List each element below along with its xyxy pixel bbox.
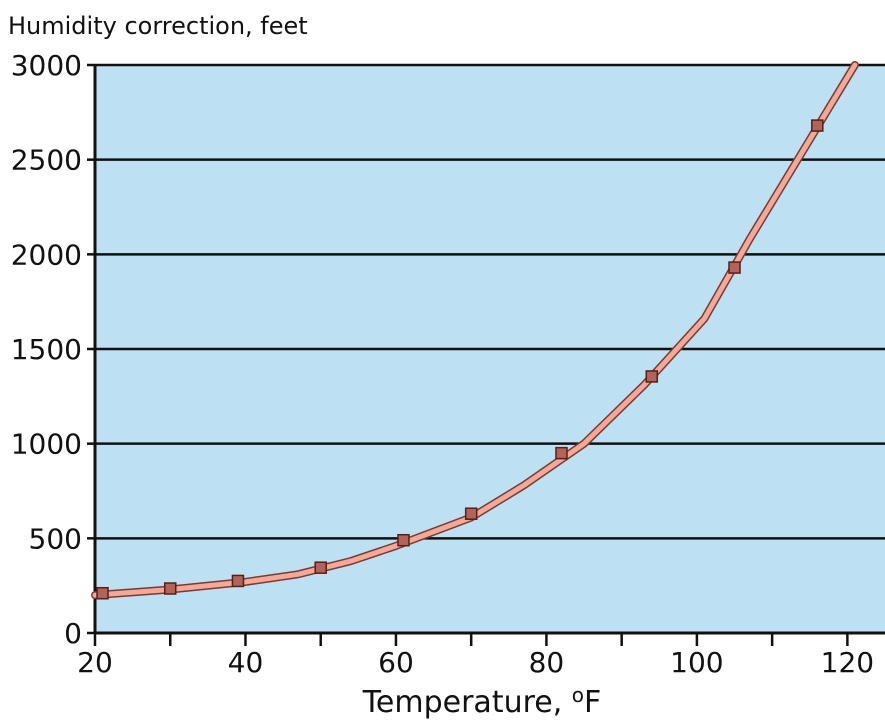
y-tick-label-3000: 3000 xyxy=(11,49,82,82)
data-point-4 xyxy=(397,533,410,547)
y-tick-label-0: 0 xyxy=(64,617,82,650)
y-axis-title: Humidity correction, feet xyxy=(8,12,308,40)
tick-marks xyxy=(87,63,849,646)
data-point-1 xyxy=(163,582,177,595)
x-tick-label-20: 20 xyxy=(77,646,113,679)
data-point-2 xyxy=(231,574,245,588)
x-tick-label-100: 100 xyxy=(670,646,723,679)
data-point-0 xyxy=(96,586,109,600)
gridlines xyxy=(95,63,885,540)
x-axis-title-unit: F xyxy=(584,685,601,720)
data-point-6 xyxy=(555,446,568,460)
data-point-3 xyxy=(314,561,327,574)
y-tick-label-2000: 2000 xyxy=(11,238,82,271)
y-tick-labels: 0 500 1000 1500 2000 2500 3000 xyxy=(11,49,82,650)
series-markers xyxy=(96,119,824,600)
x-axis-title: Temperature, oF xyxy=(362,683,602,720)
x-axis-title-degree: o xyxy=(572,683,584,707)
y-tick-label-1500: 1500 xyxy=(11,333,82,366)
y-tick-label-1000: 1000 xyxy=(11,428,82,461)
x-tick-labels: 20 40 60 80 100 120 xyxy=(77,646,874,679)
y-tick-label-2500: 2500 xyxy=(11,144,82,177)
x-axis-title-main: Temperature, xyxy=(362,685,572,720)
data-point-7 xyxy=(645,370,659,383)
x-tick-label-80: 80 xyxy=(529,646,565,679)
data-point-8 xyxy=(728,261,741,274)
x-tick-label-60: 60 xyxy=(378,646,414,679)
data-point-9 xyxy=(811,119,824,132)
x-tick-label-120: 120 xyxy=(821,646,874,679)
y-tick-label-500: 500 xyxy=(29,522,82,555)
data-point-5 xyxy=(464,507,478,520)
x-tick-label-40: 40 xyxy=(228,646,264,679)
